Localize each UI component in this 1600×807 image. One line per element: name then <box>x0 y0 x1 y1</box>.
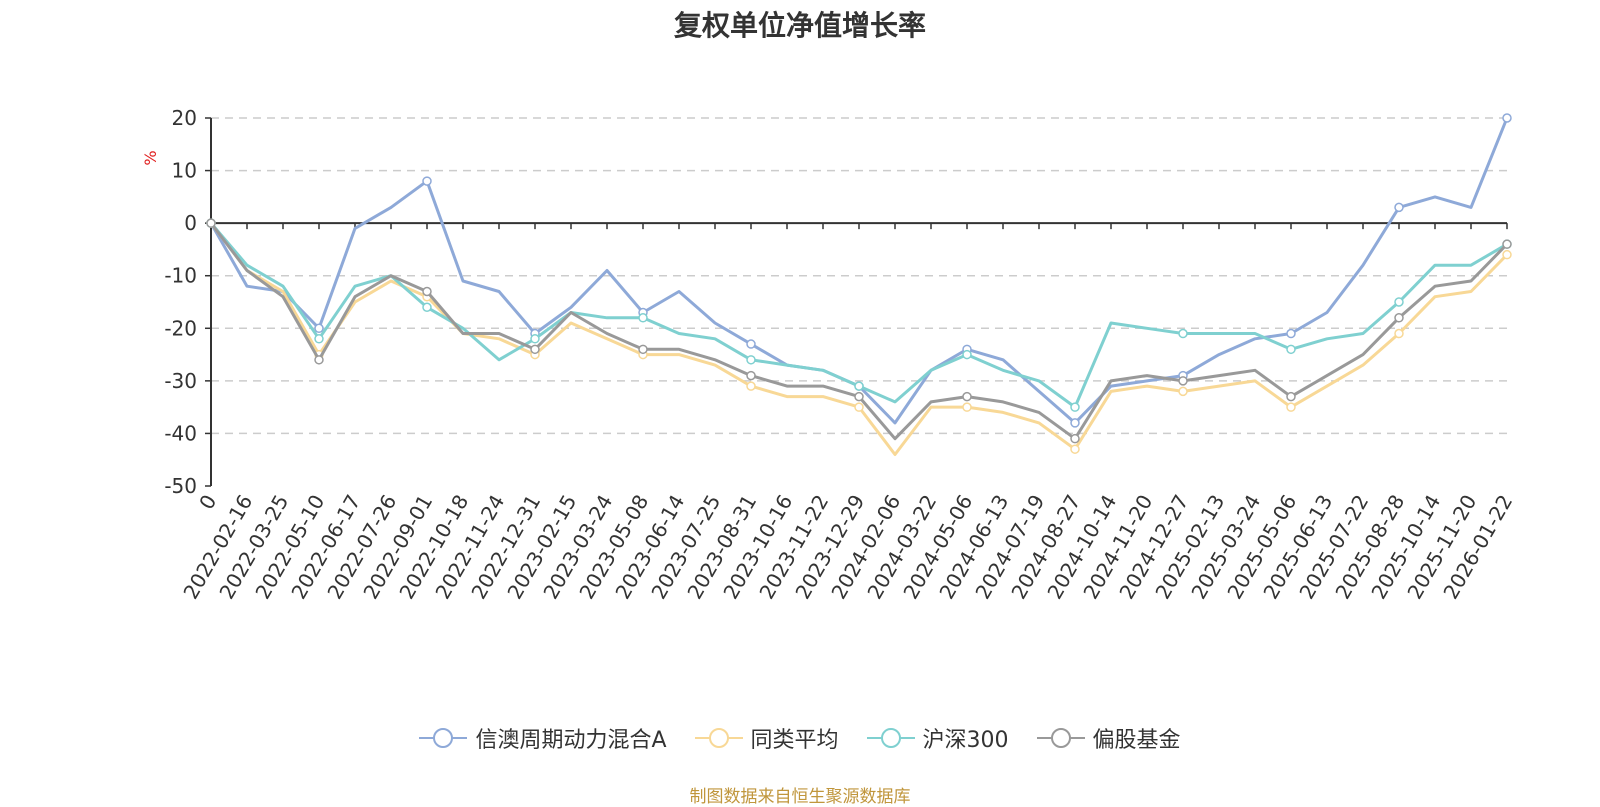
data-point <box>746 339 756 349</box>
data-point <box>206 218 216 228</box>
legend-item-3[interactable]: 偏股基金 <box>1036 722 1181 754</box>
data-point <box>314 323 324 334</box>
y-axis-label: % <box>141 150 160 165</box>
data-point <box>1070 402 1080 412</box>
series-line-0 <box>209 117 1509 425</box>
chart-title: 复权单位净值增长率 <box>673 9 926 42</box>
legend-label: 沪深300 <box>922 728 1009 753</box>
data-point <box>638 344 648 355</box>
data-point <box>1178 376 1188 386</box>
data-point <box>1286 402 1296 412</box>
data-point <box>1394 202 1404 213</box>
data-point <box>638 313 648 323</box>
data-point <box>746 381 756 391</box>
legend-item-0[interactable]: 信澳周期动力混合A <box>419 722 667 754</box>
data-point <box>746 370 756 381</box>
data-point <box>1286 391 1296 402</box>
legend-item-1[interactable]: 同类平均 <box>694 722 839 754</box>
data-point <box>962 402 972 412</box>
data-point <box>1502 249 1512 260</box>
y-tick-label: -10 <box>164 264 197 288</box>
data-point <box>1394 297 1404 307</box>
data-point <box>1070 418 1080 428</box>
data-point <box>1502 113 1512 123</box>
series-line-1 <box>209 222 1509 456</box>
data-point <box>746 355 756 365</box>
legend-label: 同类平均 <box>750 728 839 753</box>
data-point <box>854 391 864 402</box>
legend-marker-icon <box>694 728 743 748</box>
data-point <box>1178 328 1188 339</box>
data-point <box>962 349 972 360</box>
x-tick-label: 0 <box>194 491 221 514</box>
legend-item-2[interactable]: 沪深300 <box>866 722 1009 754</box>
legend-marker-icon <box>419 728 468 748</box>
y-tick-label: 0 <box>184 211 197 235</box>
data-point <box>1178 386 1188 397</box>
legend-marker-icon <box>866 728 915 748</box>
y-tick-label: -20 <box>164 316 197 340</box>
legend: 信澳周期动力混合A 同类平均 沪深300 偏股基金 <box>0 722 1600 754</box>
data-point <box>1070 433 1080 444</box>
source-note: 制图数据来自恒生聚源数据库 <box>689 787 911 807</box>
y-tick-label: 10 <box>172 159 197 183</box>
y-tick-label: -30 <box>164 369 197 393</box>
data-point <box>530 344 540 355</box>
data-point <box>1286 328 1296 339</box>
legend-marker-icon <box>1036 728 1085 748</box>
data-point <box>854 402 864 412</box>
legend-label: 偏股基金 <box>1092 728 1181 753</box>
data-point <box>1070 444 1080 454</box>
legend-label: 信澳周期动力混合A <box>475 728 667 753</box>
data-point <box>422 176 432 186</box>
y-tick-label: -40 <box>164 421 197 445</box>
data-point <box>854 381 864 391</box>
data-point <box>1394 328 1404 339</box>
data-point <box>422 302 432 313</box>
data-point <box>1394 313 1404 323</box>
data-point <box>1502 239 1512 249</box>
data-point <box>962 391 972 402</box>
y-tick-label: -50 <box>164 474 197 498</box>
data-point <box>314 355 324 365</box>
data-point <box>530 334 540 344</box>
series-line-2 <box>209 222 1508 409</box>
y-tick-label: 20 <box>172 106 197 130</box>
data-point <box>1286 344 1296 355</box>
data-point <box>314 334 324 344</box>
data-point <box>422 286 432 297</box>
